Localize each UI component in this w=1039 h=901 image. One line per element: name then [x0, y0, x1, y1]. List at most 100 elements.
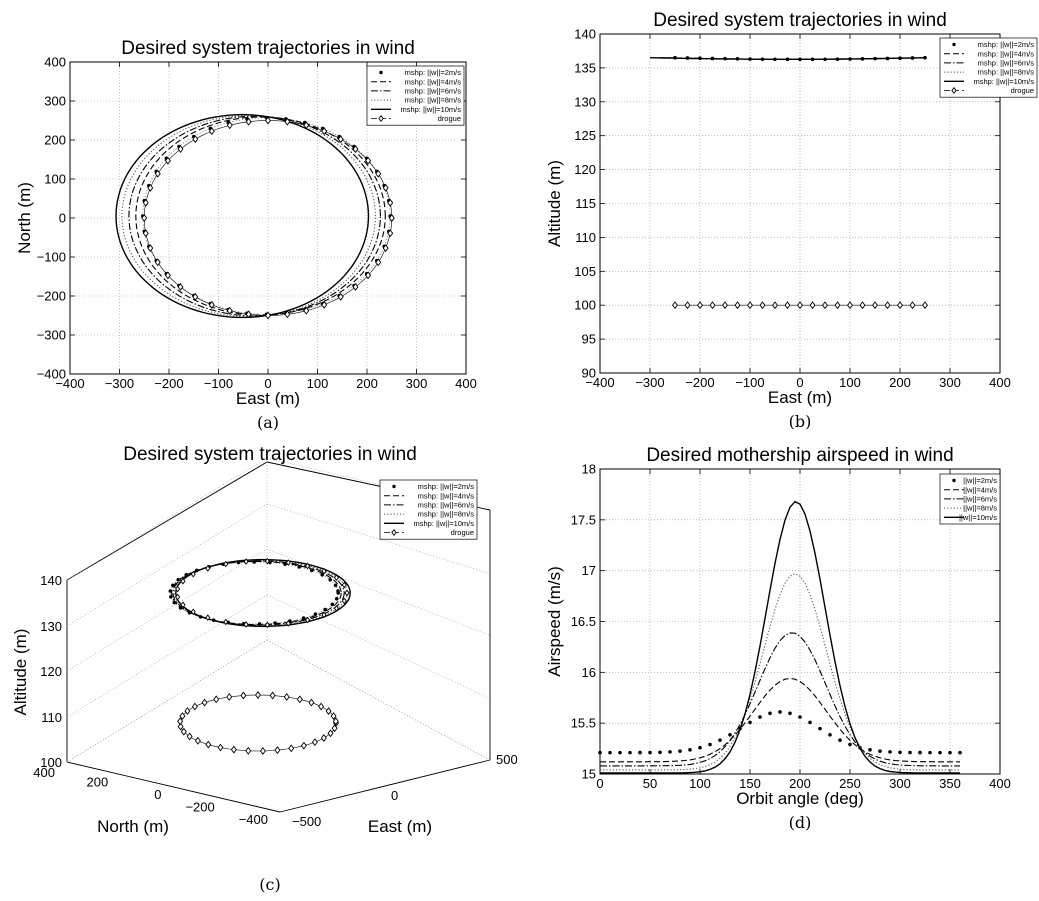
series-line [649, 57, 926, 60]
series-point [928, 750, 932, 755]
series-point [859, 301, 866, 310]
series-line [600, 500, 960, 774]
series-point [697, 301, 703, 310]
series-point [648, 750, 652, 755]
legend-entry: mshp: ||w||=6m/s [384, 501, 474, 510]
series-point [608, 750, 612, 755]
legend-label: drogue [1011, 86, 1034, 95]
series-point [758, 715, 762, 719]
x-tick-label: −200 [154, 376, 183, 391]
series-point [284, 117, 291, 126]
series-point [778, 710, 782, 714]
series-point [768, 711, 772, 716]
north-tick-label: −400 [239, 812, 268, 827]
x-tick-label: −300 [635, 375, 664, 390]
legend-entry: drogue [371, 114, 461, 123]
grid-line [266, 594, 491, 699]
series-point [243, 621, 249, 628]
y-tick-label: 100 [44, 172, 66, 187]
series-point [797, 301, 803, 310]
series-point [265, 116, 271, 125]
series-point [834, 301, 841, 310]
x-tick-label: 400 [989, 375, 1011, 390]
legend-entry: ||w||=6m/s [944, 495, 997, 504]
series-point [868, 748, 872, 752]
legend-entry: drogue [384, 528, 474, 537]
y-tick-label: 16 [582, 665, 596, 680]
legend-entry: drogue [944, 86, 1034, 95]
series-point [788, 711, 792, 716]
x-tick-label: 0 [596, 776, 603, 791]
series-point [734, 301, 741, 310]
series-point [288, 744, 295, 753]
y-tick-label: −300 [37, 328, 66, 343]
legend-marker-point [378, 114, 384, 123]
y-tick-label: 130 [574, 94, 596, 109]
legend-label: mshp: ||w||=2m/s [418, 482, 475, 491]
series-point [226, 693, 233, 701]
series-point [154, 258, 161, 267]
grid-line [66, 594, 268, 718]
series-point [638, 750, 642, 755]
x-tick-label: 300 [406, 376, 428, 391]
series-point [809, 301, 816, 310]
series-point [265, 311, 271, 320]
series-point [147, 183, 154, 192]
series-point [223, 618, 229, 626]
y-tick-label: 400 [44, 55, 66, 70]
legend-entry: mshp: ||w||=10m/s [371, 105, 461, 114]
series-point [318, 702, 325, 711]
chart-title: Desired system trajectories in wind [653, 10, 947, 31]
subfigure-caption: (b) [789, 412, 812, 431]
grid-line [266, 639, 491, 761]
series-b [649, 57, 926, 60]
legend-entry: mshp: ||w||=4m/s [384, 491, 474, 500]
legend-label: drogue [451, 528, 474, 537]
y-tick-label: 17 [582, 563, 596, 578]
series-point [264, 557, 270, 565]
series-point [718, 738, 722, 742]
x-axis-label: Orbit angle (deg) [736, 789, 864, 808]
series-point [321, 127, 328, 136]
series-point [208, 300, 215, 309]
chart-a: −400 −300 −200 −100 0 100 200 300 400 −400 −300 −20… [15, 38, 477, 432]
series-point [352, 145, 359, 154]
legend-marker-point [952, 42, 956, 47]
series-point [672, 301, 678, 310]
series-point [300, 741, 307, 750]
series-point [320, 734, 327, 742]
legend-box [939, 37, 1038, 98]
series-point [333, 574, 339, 581]
series-point [341, 597, 347, 605]
series-point [388, 214, 395, 222]
y-tick-label: 200 [44, 133, 66, 148]
series-point [847, 301, 853, 310]
series-point [180, 601, 186, 609]
plot-frame [69, 61, 467, 375]
y-axis-label: North (m) [15, 182, 34, 254]
y-axis-label: Altitude (m) [545, 160, 564, 247]
legend-label: mshp: ||w||=8m/s [418, 510, 475, 519]
series-point [327, 729, 334, 738]
series-point [243, 558, 249, 565]
series-point [223, 560, 229, 568]
y-tick-label: 105 [574, 264, 596, 279]
legend-entry: ||w||=10m/s [944, 513, 997, 522]
x-tick-label: 400 [989, 776, 1011, 791]
series-point [217, 743, 224, 752]
series-point [201, 698, 208, 707]
legend-entry: mshp: ||w||=2m/s [392, 482, 474, 491]
subfigure-caption: (c) [259, 875, 280, 894]
series-point [334, 597, 339, 601]
legend-entry: mshp: ||w||=2m/s [379, 68, 461, 77]
series-point [303, 306, 310, 315]
x-axis-label: East (m) [368, 817, 432, 836]
y-tick-label: 18 [582, 462, 596, 477]
series-point [283, 693, 290, 701]
series-d [600, 500, 960, 774]
series-line [128, 115, 381, 317]
series-point [255, 691, 261, 699]
series-point [337, 292, 344, 301]
series-line [600, 632, 960, 767]
